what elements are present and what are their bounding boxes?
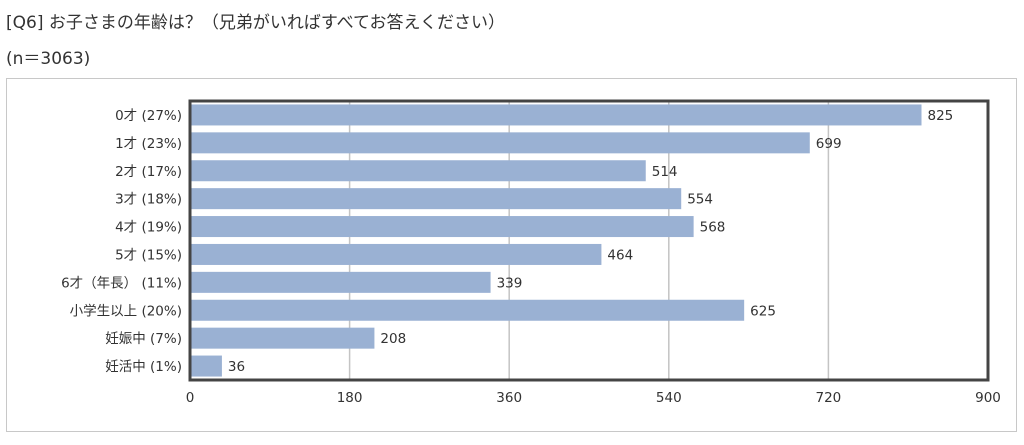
value-label: 825 (928, 108, 954, 124)
bar (190, 188, 682, 210)
value-label: 625 (750, 303, 776, 319)
bar (190, 327, 375, 349)
category-label: 1才 (23%) (115, 136, 182, 152)
bar (190, 104, 922, 126)
value-label: 514 (652, 164, 678, 180)
bar (190, 299, 745, 321)
category-label: 2才 (17%) (115, 164, 182, 180)
x-tick-label: 900 (975, 390, 1001, 406)
value-label: 568 (700, 220, 726, 236)
category-label: 妊娠中 (7%) (105, 331, 182, 347)
x-tick-label: 720 (816, 390, 842, 406)
value-label: 464 (607, 247, 633, 263)
plot-border (188, 99, 990, 382)
chart-title: [Q6] お子さまの年齢は？（兄弟がいればすべてお答えください） (6, 13, 505, 33)
category-label: 0才 (27%) (115, 108, 182, 124)
x-tick-label: 180 (337, 390, 363, 406)
category-label: 妊活中 (1%) (105, 359, 182, 375)
labels: 0 180 360 540 720 900 0才 (27%) 825 1才 (23%) 699 2才… (61, 108, 1001, 406)
value-label: 554 (687, 192, 713, 208)
value-label: 36 (228, 359, 245, 375)
bars (190, 104, 922, 377)
sample-size-label: (n＝3063) (6, 49, 91, 69)
value-label: 208 (380, 331, 406, 347)
x-tick-label: 360 (496, 390, 522, 406)
value-label: 699 (816, 136, 842, 152)
category-label: 3才 (18%) (115, 192, 182, 208)
value-label: 339 (497, 275, 523, 291)
category-label: 4才 (19%) (115, 220, 182, 236)
x-tick-label: 540 (656, 390, 682, 406)
bar (190, 355, 222, 377)
bar (190, 216, 694, 238)
x-tick-label: 0 (186, 390, 195, 406)
bar (190, 132, 810, 154)
bar (190, 243, 602, 265)
category-label: 6才（年長） (11%) (61, 275, 182, 291)
bar (190, 271, 491, 293)
bar (190, 160, 646, 182)
category-label: 小学生以上 (20%) (70, 303, 182, 319)
category-label: 5才 (15%) (115, 247, 182, 263)
